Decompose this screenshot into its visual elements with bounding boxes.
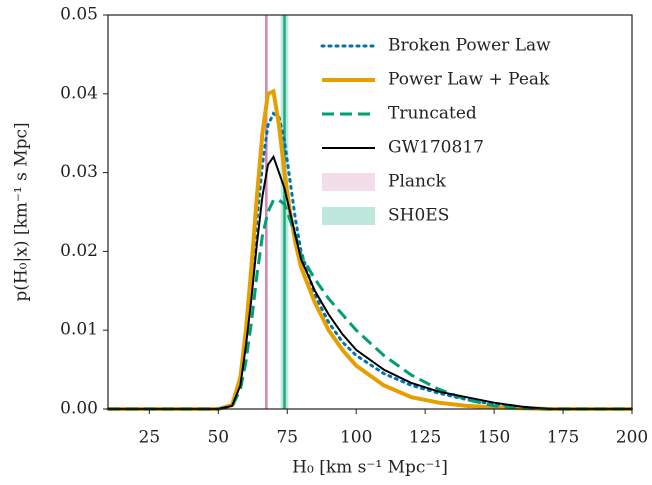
y-tick-label: 0.00 [60, 399, 98, 419]
x-tick-label: 200 [616, 428, 648, 448]
legend-swatch [322, 173, 375, 191]
legend-label: SH0ES [388, 206, 449, 226]
x-tick-label: 100 [340, 428, 372, 448]
y-tick-label: 0.05 [60, 5, 98, 25]
x-tick-label: 125 [409, 428, 441, 448]
x-tick-label: 50 [207, 428, 229, 448]
x-tick-label: 75 [276, 428, 298, 448]
y-tick-label: 0.04 [60, 83, 98, 103]
legend-label: Broken Power Law [388, 36, 551, 56]
legend-label: GW170817 [388, 138, 484, 158]
legend-label: Truncated [388, 104, 477, 124]
x-axis-label: H₀ [km s⁻¹ Mpc⁻¹] [292, 458, 448, 478]
y-tick-label: 0.03 [60, 162, 98, 182]
x-tick-label: 150 [478, 428, 510, 448]
x-tick-label: 175 [547, 428, 579, 448]
y-axis-label: p(H₀|x) [km⁻¹ s Mpc] [12, 122, 32, 301]
plot-frame [107, 14, 633, 410]
series-line [108, 88, 632, 411]
series-line [106, 111, 634, 411]
y-tick-label: 0.02 [60, 241, 98, 261]
series-line [108, 154, 632, 410]
legend-label: Planck [388, 172, 446, 192]
legend-swatch [322, 207, 375, 225]
x-tick-label: 25 [139, 428, 161, 448]
legend-label: Power Law + Peak [388, 70, 550, 90]
y-tick-label: 0.01 [60, 320, 98, 340]
